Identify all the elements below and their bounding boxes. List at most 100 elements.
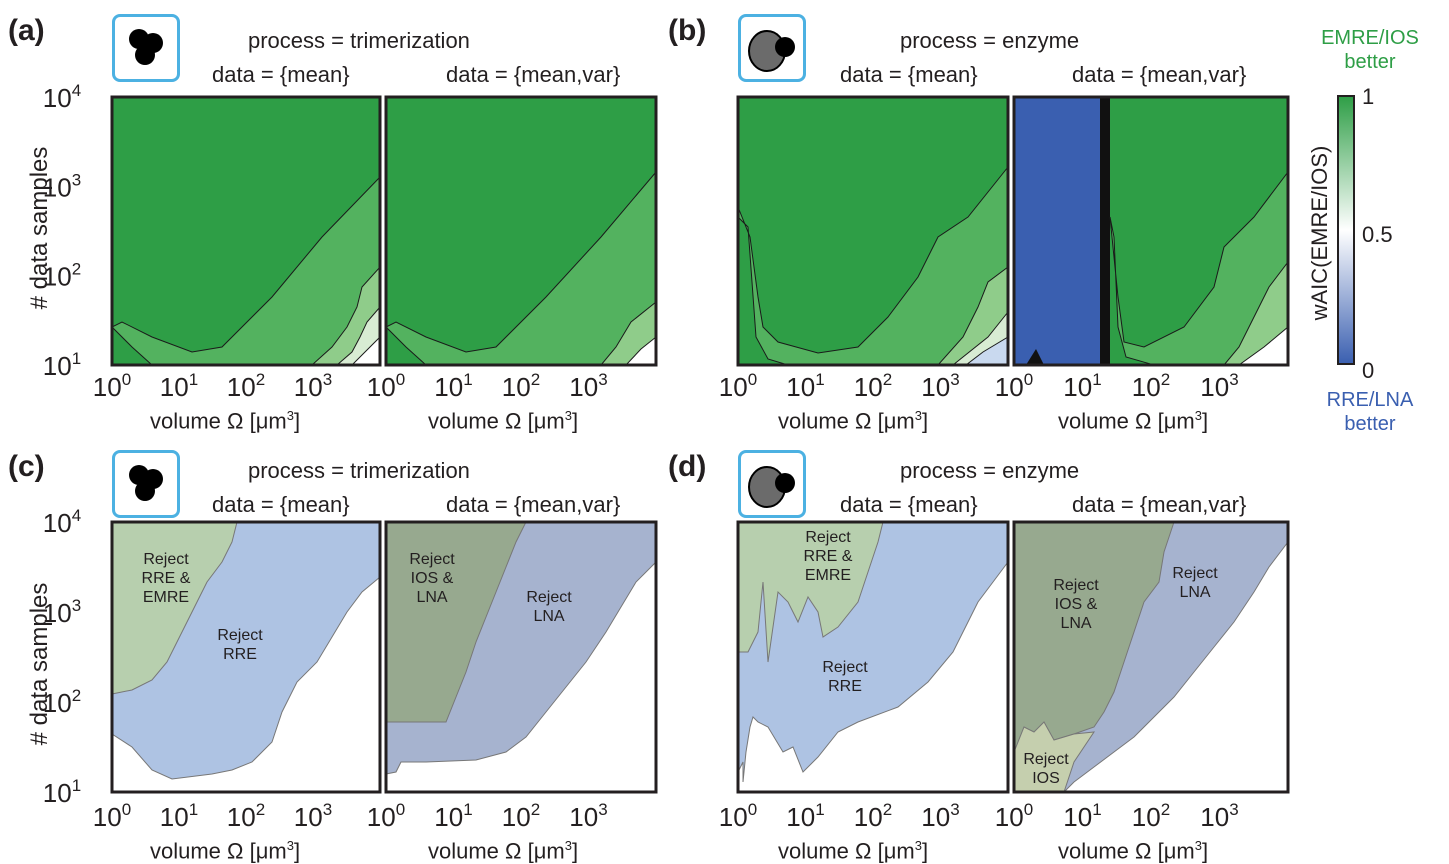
region-plot-c-right — [384, 520, 658, 794]
x-tick-label: 103 — [921, 800, 959, 832]
subplot-title-b-left: data = {mean} — [840, 62, 978, 87]
x-tick-label: 103 — [569, 800, 607, 832]
region-reject-ios-lna — [385, 521, 527, 723]
region-label: Reject LNA — [526, 589, 572, 625]
y-tick-label: 102 — [43, 260, 81, 292]
panel-label-a: (a) — [8, 14, 45, 47]
process-title-b: process = enzyme — [900, 28, 1080, 53]
subplot-title-d-right: data = {mean,var} — [1072, 492, 1247, 517]
region-label: Reject LNA — [1172, 565, 1218, 601]
x-tick-label: 101 — [160, 800, 198, 832]
x-tick-label: 103 — [1200, 370, 1238, 402]
heatmap-b-right — [1012, 95, 1290, 367]
process-title-a: process = trimerization — [248, 28, 470, 53]
x-tick-label: 102 — [502, 370, 540, 402]
x-tick-label: 103 — [569, 370, 607, 402]
enzyme-icon — [738, 14, 806, 82]
x-tick-label: 102 — [854, 370, 892, 402]
region-reject-rre-emre — [111, 521, 238, 695]
contour-level-high — [737, 165, 1009, 366]
colorbar-tick-label: 0 — [1362, 358, 1374, 383]
x-tick-label: 101 — [786, 800, 824, 832]
panel-label-c: (c) — [8, 450, 45, 483]
panel-label-b: (b) — [668, 14, 707, 47]
x-axis-label: volume Ω [μm3] — [1058, 408, 1209, 434]
region-label: Reject RRE — [217, 627, 263, 663]
x-tick-label: 103 — [294, 370, 332, 402]
x-tick-label: 102 — [854, 800, 892, 832]
colorbar — [1337, 95, 1355, 365]
process-title-d: process = enzyme — [900, 458, 1080, 483]
x-tick-label: 101 — [1063, 370, 1101, 402]
enzyme-icon — [738, 450, 806, 518]
subplot-title-a-left: data = {mean} — [212, 62, 350, 87]
x-tick-label: 102 — [1132, 370, 1170, 402]
x-tick-label: 100 — [995, 800, 1033, 832]
panel-label-d: (d) — [668, 450, 707, 483]
x-tick-label: 102 — [1132, 800, 1170, 832]
process-title-c: process = trimerization — [248, 458, 470, 483]
x-axis-label: volume Ω [μm3] — [778, 408, 929, 434]
trimer-icon — [112, 14, 180, 82]
contour-level-high — [385, 170, 657, 366]
x-tick-label: 100 — [93, 370, 131, 402]
x-tick-label: 100 — [367, 800, 405, 832]
colorbar-tick-label: 1 — [1362, 84, 1374, 109]
x-tick-label: 100 — [995, 370, 1033, 402]
subplot-title-c-left: data = {mean} — [212, 492, 350, 517]
x-tick-label: 103 — [921, 370, 959, 402]
y-tick-label: 104 — [43, 81, 81, 113]
region-label: Reject IOS — [1023, 751, 1069, 787]
region-plot-c-left — [110, 520, 382, 794]
region-reject-rre-emre — [737, 521, 884, 663]
blue-region — [1014, 97, 1100, 365]
y-tick-label: 103 — [43, 596, 81, 628]
x-axis-label: volume Ω [μm3] — [150, 408, 301, 434]
x-axis-label: volume Ω [μm3] — [778, 838, 929, 864]
x-tick-label: 102 — [227, 800, 265, 832]
region-label: Reject RRE — [822, 659, 868, 695]
heatmap-a-left — [110, 95, 382, 367]
black-marker — [1026, 349, 1044, 365]
black-boundary — [1100, 97, 1110, 365]
x-tick-label: 103 — [1200, 800, 1238, 832]
subplot-title-c-right: data = {mean,var} — [446, 492, 621, 517]
region-label: Reject RRE & EMRE — [142, 551, 191, 606]
heatmap-b-left — [736, 95, 1010, 367]
trimer-icon — [112, 450, 180, 518]
y-tick-label: 102 — [43, 686, 81, 718]
x-axis-label: volume Ω [μm3] — [428, 408, 579, 434]
x-axis-label: volume Ω [μm3] — [1058, 838, 1209, 864]
y-tick-label: 104 — [43, 506, 81, 538]
region-plot-d-left — [736, 520, 1010, 794]
colorbar-tick-label: 0.5 — [1362, 222, 1393, 247]
y-tick-label: 101 — [43, 349, 81, 381]
x-tick-label: 101 — [434, 370, 472, 402]
region-label: Reject IOS & LNA — [409, 551, 455, 606]
contour-level-high — [1109, 170, 1289, 366]
colorbar-bottom-label: RRE/LNA better — [1326, 389, 1414, 435]
x-tick-label: 100 — [719, 800, 757, 832]
y-tick-label: 103 — [43, 170, 81, 202]
x-tick-label: 101 — [786, 370, 824, 402]
subplot-title-a-right: data = {mean,var} — [446, 62, 621, 87]
x-tick-label: 100 — [719, 370, 757, 402]
contour-level-high — [111, 175, 381, 366]
x-tick-label: 102 — [227, 370, 265, 402]
x-tick-label: 103 — [294, 800, 332, 832]
region-plot-d-right — [1012, 520, 1290, 794]
x-tick-label: 100 — [367, 370, 405, 402]
x-axis-label: volume Ω [μm3] — [150, 838, 301, 864]
region-label: Reject IOS & LNA — [1053, 577, 1099, 632]
region-label: Reject RRE & EMRE — [804, 529, 853, 584]
subplot-title-b-right: data = {mean,var} — [1072, 62, 1247, 87]
x-tick-label: 101 — [1063, 800, 1101, 832]
x-axis-label: volume Ω [μm3] — [428, 838, 579, 864]
y-tick-label: 101 — [43, 776, 81, 808]
x-tick-label: 101 — [160, 370, 198, 402]
x-tick-label: 102 — [502, 800, 540, 832]
x-tick-label: 101 — [434, 800, 472, 832]
colorbar-top-label: EMRE/IOS better — [1321, 27, 1419, 73]
heatmap-a-right — [384, 95, 658, 367]
